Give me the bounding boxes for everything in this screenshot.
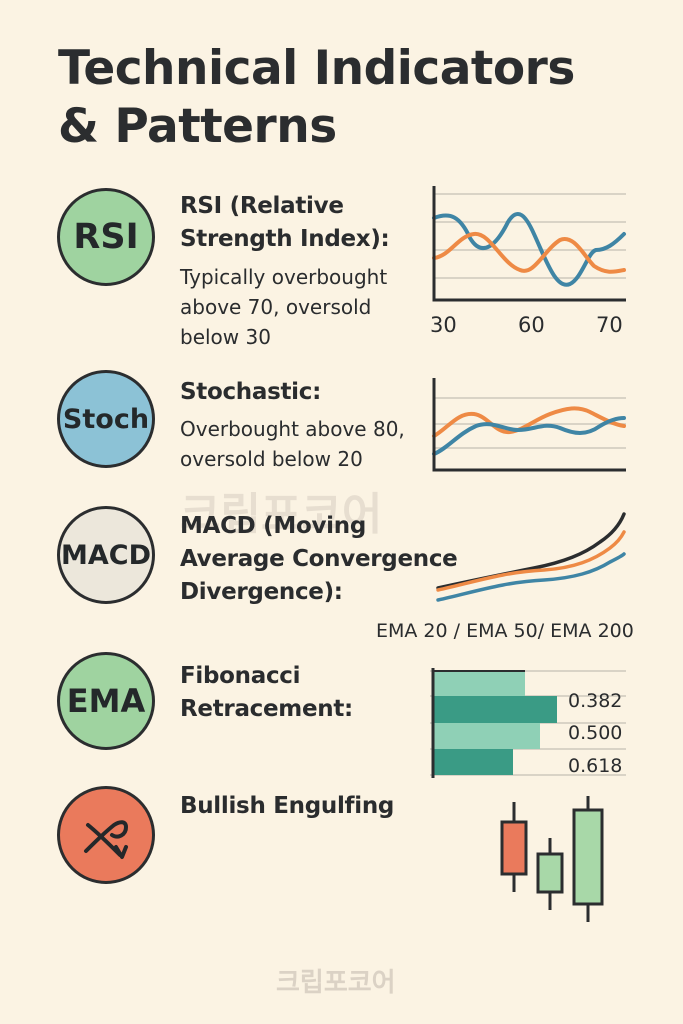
rsi-axis-label-70: 70 bbox=[596, 313, 623, 337]
title-line-1: Technical Indicators bbox=[58, 41, 575, 96]
bullish-badge bbox=[57, 786, 155, 884]
stoch-desc-line-1: Overbought above 80, bbox=[180, 417, 405, 441]
macd-chart bbox=[436, 512, 626, 602]
candle-3-body bbox=[572, 808, 604, 906]
macd-heading-line-3: Divergence): bbox=[180, 579, 343, 605]
stoch-chart bbox=[432, 378, 626, 472]
stoch-heading: Stochastic: bbox=[180, 376, 321, 409]
fibonacci-heading-line-1: Fibonacci bbox=[180, 663, 301, 689]
bullish-heading-line: Bullish Engulfing bbox=[180, 793, 395, 819]
fib-bar-4 bbox=[433, 749, 513, 775]
macd-ema-label: EMA 20 / EMA 50/ EMA 200 bbox=[376, 620, 634, 642]
macd-badge: MACD bbox=[57, 506, 155, 604]
fib-bar-2 bbox=[433, 696, 557, 723]
title-line-2: & Patterns bbox=[58, 99, 337, 154]
macd-heading-line-1: MACD (Moving bbox=[180, 513, 366, 539]
fib-level-0500: 0.500 bbox=[568, 722, 623, 744]
stoch-badge: Stoch bbox=[57, 370, 155, 468]
macd-heading: MACD (Moving Average Convergence Diverge… bbox=[180, 510, 458, 609]
rsi-heading-line-1: RSI (Relative bbox=[180, 193, 344, 219]
rsi-description: Typically overbought above 70, oversold … bbox=[180, 262, 387, 352]
candlestick-chart bbox=[500, 796, 604, 922]
rsi-desc-line-3: below 30 bbox=[180, 325, 271, 349]
rsi-badge-label: RSI bbox=[73, 217, 139, 257]
macd-line-orange bbox=[436, 530, 626, 592]
rsi-heading: RSI (Relative Strength Index): bbox=[180, 190, 390, 256]
fib-bar-3 bbox=[433, 723, 540, 749]
stoch-description: Overbought above 80, oversold below 20 bbox=[180, 414, 405, 474]
rsi-heading-line-2: Strength Index): bbox=[180, 226, 390, 252]
stoch-line-orange bbox=[432, 406, 626, 438]
candle-2-body bbox=[536, 852, 564, 894]
fib-level-0382: 0.382 bbox=[568, 690, 623, 712]
macd-line-blue bbox=[436, 552, 626, 602]
rsi-badge: RSI bbox=[57, 188, 155, 286]
watermark-center: 크립포코어 bbox=[180, 489, 383, 540]
fibonacci-heading-line-2: Retracement: bbox=[180, 696, 353, 722]
candle-1-body bbox=[500, 820, 528, 876]
stoch-desc-line-2: oversold below 20 bbox=[180, 447, 363, 471]
fib-bar-1 bbox=[433, 672, 525, 696]
macd-badge-label: MACD bbox=[61, 539, 151, 571]
macd-heading-line-2: Average Convergence bbox=[180, 546, 458, 572]
stoch-heading-line: Stochastic: bbox=[180, 379, 321, 405]
stoch-badge-label: Stoch bbox=[62, 403, 150, 435]
bullish-heading: Bullish Engulfing bbox=[180, 790, 394, 823]
fibonacci-heading: Fibonacci Retracement: bbox=[180, 660, 353, 726]
ema-badge: EMA bbox=[57, 652, 155, 750]
rsi-axis-label-60: 60 bbox=[518, 313, 545, 337]
rsi-line-orange bbox=[432, 232, 626, 274]
ema-badge-label: EMA bbox=[66, 682, 146, 720]
watermark-bottom: 크립포코어 bbox=[276, 968, 396, 998]
page-title: Technical Indicators & Patterns bbox=[58, 40, 658, 156]
fibonacci-chart bbox=[430, 668, 626, 778]
rsi-desc-line-2: above 70, oversold bbox=[180, 295, 372, 319]
stoch-axes bbox=[432, 378, 626, 472]
rsi-axis-label-30: 30 bbox=[430, 313, 457, 337]
stoch-line-blue bbox=[432, 416, 626, 456]
rsi-desc-line-1: Typically overbought bbox=[180, 265, 388, 289]
macd-line-black bbox=[436, 512, 626, 590]
fib-level-0618: 0.618 bbox=[568, 755, 623, 777]
crossed-arrow-icon bbox=[84, 820, 129, 859]
rsi-line-blue bbox=[432, 212, 626, 287]
rsi-chart bbox=[432, 186, 626, 302]
rsi-axes bbox=[432, 186, 626, 302]
